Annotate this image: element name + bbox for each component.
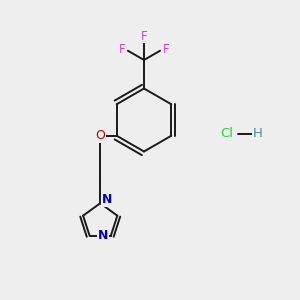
- Text: F: F: [118, 43, 125, 56]
- Text: N: N: [102, 193, 112, 206]
- Text: O: O: [95, 129, 105, 142]
- Text: Cl: Cl: [220, 127, 233, 140]
- Text: F: F: [141, 29, 147, 43]
- Text: N: N: [98, 229, 109, 242]
- Text: H: H: [253, 127, 263, 140]
- Text: F: F: [163, 43, 169, 56]
